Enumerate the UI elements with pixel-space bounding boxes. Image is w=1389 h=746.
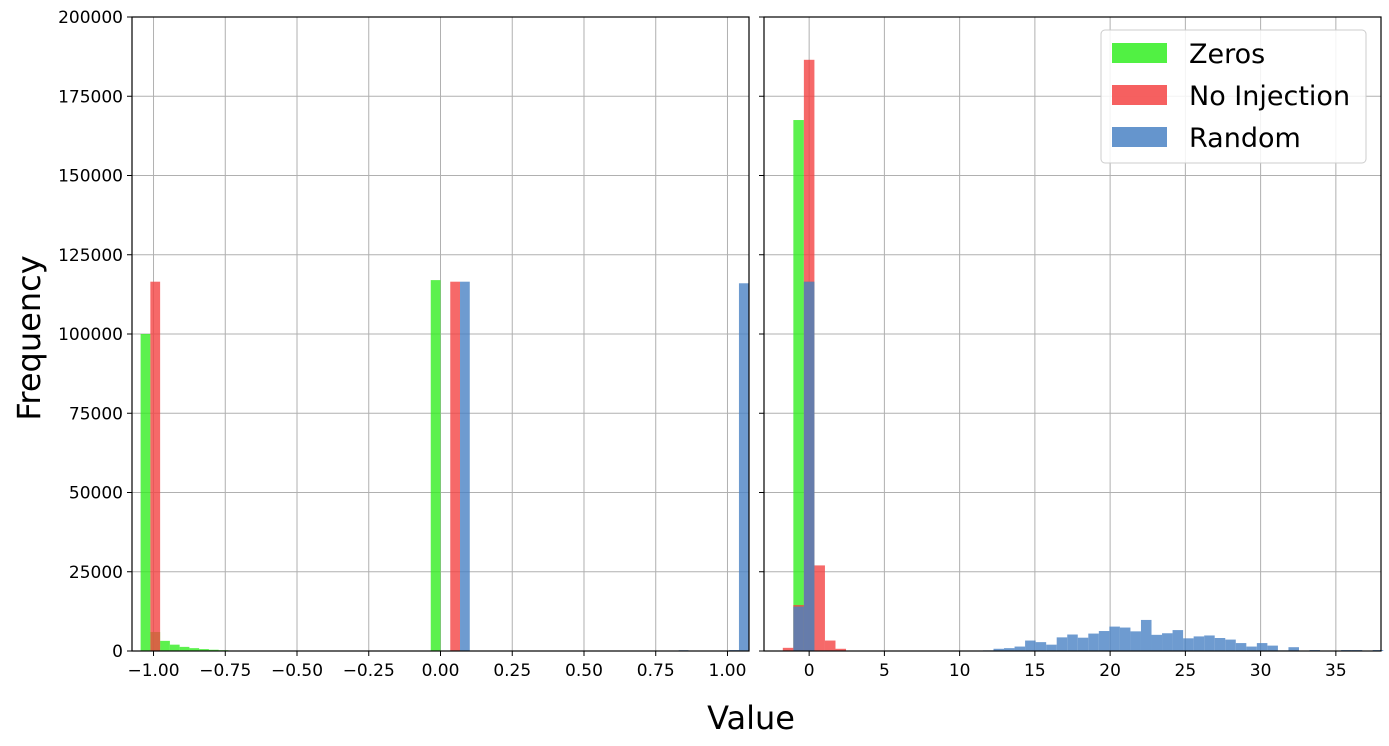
right-bar-random [1014,646,1026,651]
right-x-tick-label: 20 [1099,661,1121,681]
left-bar-zeros [189,648,200,651]
right-bars [782,59,1384,652]
right-bar-random [1140,619,1152,651]
right-bar-random [1256,643,1268,651]
legend-label-random: Random [1189,123,1301,154]
right-bar-random [993,648,1005,651]
right-bar-no-injection [782,647,794,651]
left-bar-random [460,281,470,651]
y-tick-label: 150000 [58,167,123,187]
right-bar-random [1056,637,1068,651]
right-bar-random [1246,646,1257,651]
legend-label-zeros: Zeros [1189,39,1265,70]
right-bar-random [1288,647,1299,651]
right-bar-random [1235,643,1247,651]
right-bar-random [1151,634,1163,651]
right-bar-random [1067,634,1078,651]
right-bar-no-injection [814,565,825,651]
y-axis-title: Frequency [10,255,48,420]
right-bar-random [1035,642,1047,651]
right-x-tick-label: 5 [879,661,890,681]
legend-label-no-injection: No Injection [1189,81,1350,112]
left-bar-zeros [430,280,441,651]
y-tick-label: 75000 [69,404,123,424]
y-tick-label: 100000 [58,325,123,345]
right-bar-random [1046,644,1057,651]
left-x-tick-label: 0.25 [493,661,531,681]
left-x-tick-label: −0.75 [199,661,251,681]
right-ticks: 0 5 10 15 20 25 30 35 [759,16,1347,681]
left-ticks: −1.00 −0.75 −0.50 −0.25 0.00 0.25 0.50 0.75 1.00… [58,8,746,681]
legend-swatch-random [1112,127,1167,147]
x-axis-title: Value [707,699,795,737]
right-x-tick-label: 0 [804,661,815,681]
right-bar-random [1119,627,1131,651]
right-bar-zeros [793,120,804,651]
left-bar-no-injection [450,281,461,651]
left-bar-zeros [208,649,219,651]
y-tick-label: 200000 [58,8,123,28]
y-tick-label: 125000 [58,246,123,266]
right-bar-random [1193,636,1205,651]
legend-box [1100,29,1367,164]
left-bar-zeros [140,334,151,651]
left-x-tick-label: 1.00 [709,661,747,681]
right-bar-random [1183,638,1194,651]
y-tick-label: 0 [112,642,123,662]
left-x-tick-label: 0.00 [422,661,460,681]
right-bar-no-injection [824,640,836,651]
right-bar-random [1109,626,1120,651]
y-tick-label: 25000 [69,563,123,583]
right-bar-random [1130,631,1141,651]
right-bar-random [1025,640,1036,651]
right-bar-random [1267,645,1278,651]
right-bar-random [1214,638,1226,651]
right-bar-random [1088,633,1099,651]
left-bar-zeros [160,640,170,651]
left-x-tick-label: 0.75 [637,661,675,681]
y-tick-label: 175000 [58,87,123,107]
left-x-tick-label: 0.50 [565,661,603,681]
legend-swatch-zeros [1112,43,1167,63]
right-bar-random [1225,639,1236,651]
right-x-tick-label: 10 [949,661,971,681]
right-bar-random [1004,648,1015,651]
left-histogram-panel: −1.00 −0.75 −0.50 −0.25 0.00 0.25 0.50 0.75 1.00… [58,8,750,681]
left-bars [140,280,749,651]
right-x-tick-label: 35 [1325,661,1347,681]
left-bar-zeros [199,649,209,651]
right-bar-random [1204,635,1215,651]
right-bar-random [1098,631,1110,651]
right-bar-random [793,606,804,651]
legend-swatch-no-injection [1112,85,1167,105]
left-bar-zeros [179,646,190,651]
left-x-tick-label: −0.50 [271,661,323,681]
left-x-tick-label: −0.25 [343,661,395,681]
right-x-tick-label: 25 [1175,661,1197,681]
right-bar-no-injection [835,648,847,651]
left-x-tick-label: −1.00 [127,661,179,681]
left-bar-zeros [169,644,180,651]
right-x-tick-label: 30 [1250,661,1272,681]
y-tick-label: 50000 [69,484,123,504]
right-bar-random [1162,633,1173,651]
right-bar-random [1077,637,1089,651]
left-bar-no-injection [150,281,161,651]
right-x-tick-label: 15 [1024,661,1046,681]
legend: Zeros No Injection Random [1100,29,1367,164]
right-bar-random [1172,630,1184,651]
right-bar-random [803,281,815,651]
left-bar-random [738,283,749,651]
